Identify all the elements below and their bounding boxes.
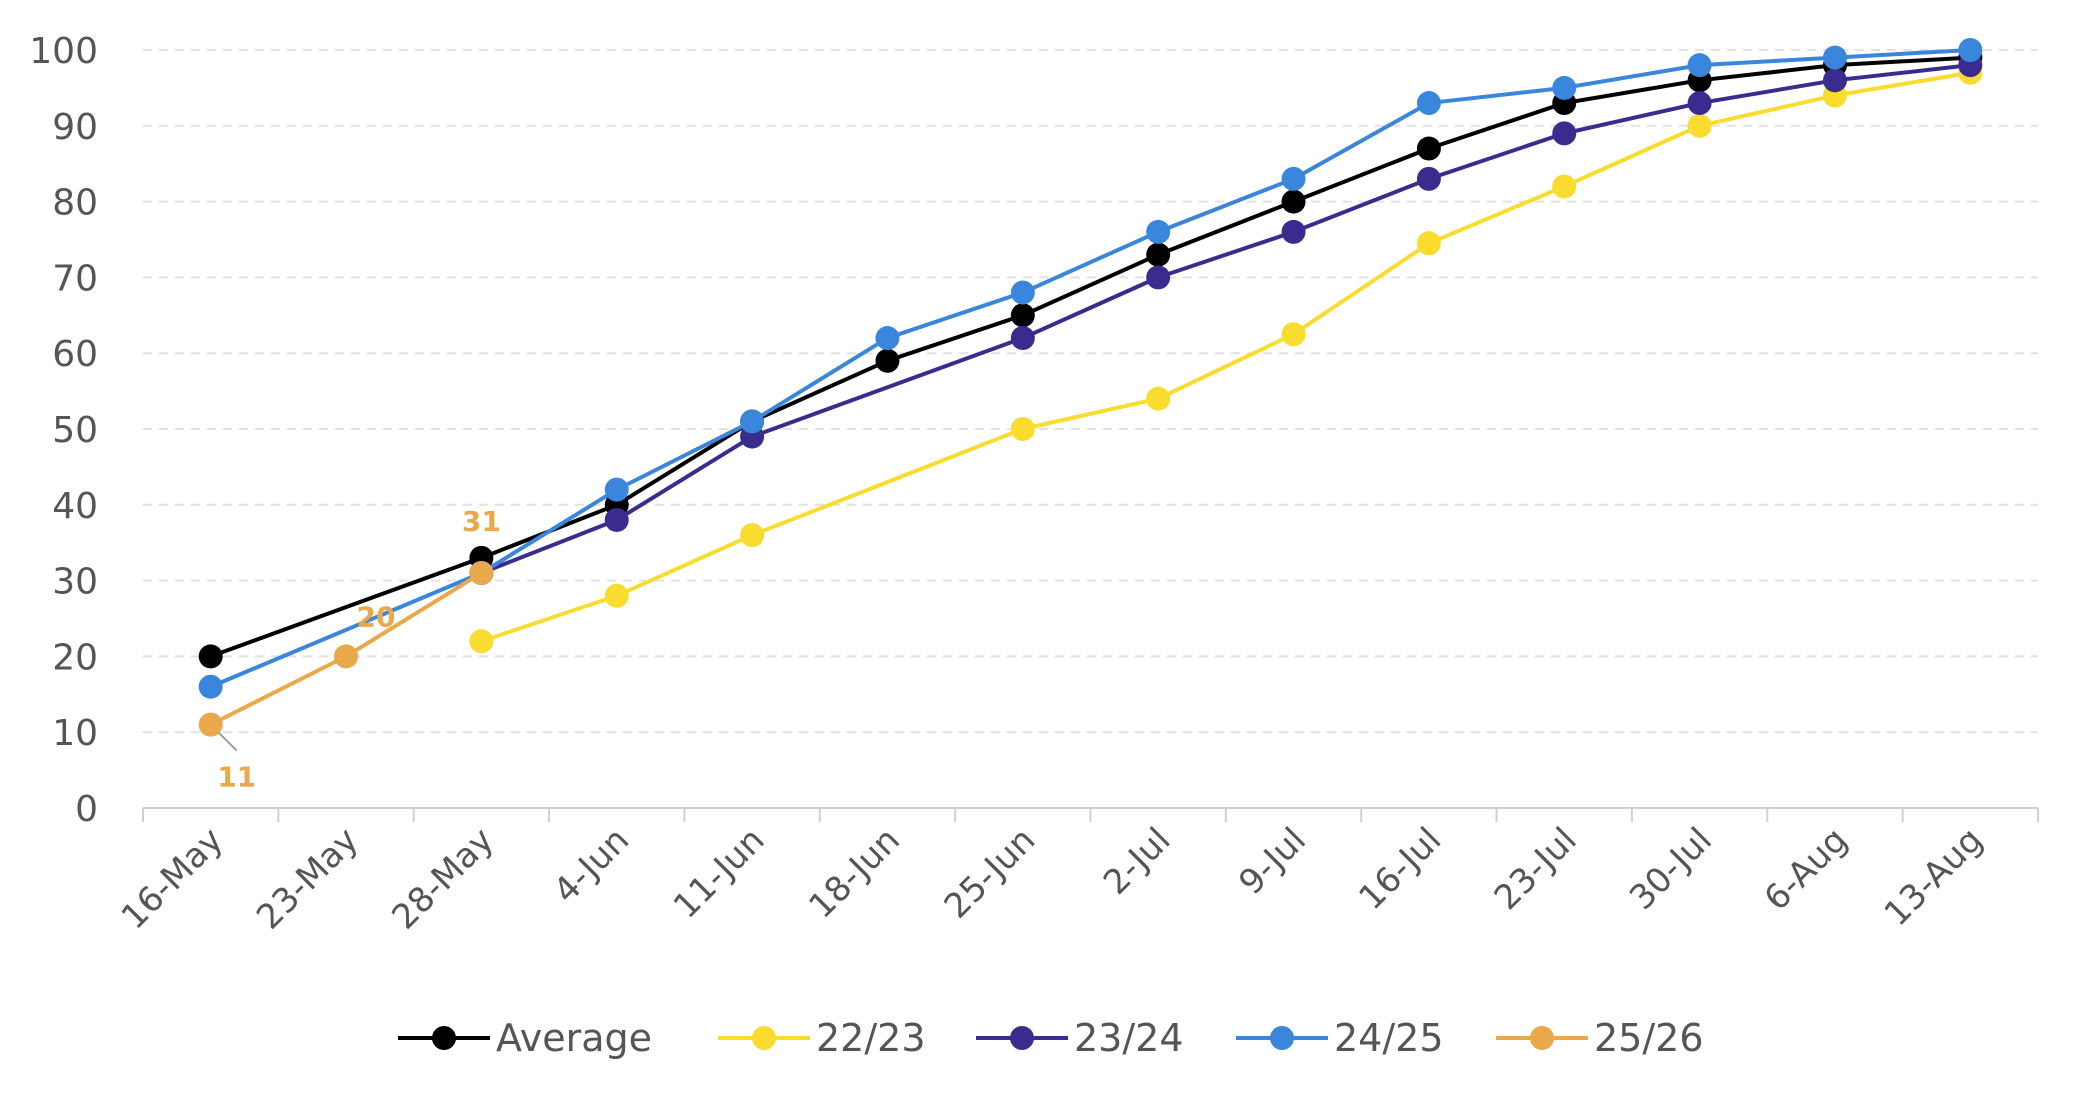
legend-swatch-marker — [1270, 1026, 1294, 1050]
x-tick-label: 16-Jul — [1351, 820, 1449, 918]
x-tick-label: 18-Jun — [801, 820, 907, 926]
data-point-23-24-16-jul — [1416, 166, 1441, 191]
data-point-average-16-may — [198, 644, 223, 669]
data-point-25-26-16-may — [198, 712, 223, 737]
legend-item-22-23: 22/23 — [718, 1016, 926, 1060]
x-tick-label: 11-Jun — [666, 820, 772, 926]
data-point-average-25-jun — [1010, 303, 1035, 328]
data-point-24-25-18-jun — [875, 326, 900, 351]
legend-label: 22/23 — [816, 1016, 926, 1060]
data-point-average-18-jun — [875, 348, 900, 373]
x-tick-label: 13-Aug — [1877, 820, 1991, 934]
data-labels: 11 20 31 — [217, 505, 501, 794]
data-point-23-24-9-jul — [1281, 219, 1306, 244]
x-tick-label: 23-Jul — [1487, 820, 1585, 918]
data-point-average-9-jul — [1281, 189, 1306, 214]
data-point-24-25-13-aug — [1958, 38, 1983, 62]
legend-item-23-24: 23/24 — [976, 1016, 1184, 1060]
data-point-23-24-23-jul — [1552, 121, 1577, 146]
x-tick-label: 16-May — [114, 820, 231, 937]
data-point-22-23-16-jul — [1416, 231, 1441, 256]
series-24-25 — [198, 38, 1983, 699]
x-tick-label: 2-Jul — [1096, 820, 1179, 903]
legend-label: Average — [496, 1016, 652, 1060]
data-point-22-23-30-jul — [1687, 113, 1712, 138]
data-point-24-25-4-jun — [604, 477, 629, 502]
data-point-23-24-25-jun — [1010, 326, 1035, 351]
data-point-22-23-25-jun — [1010, 417, 1035, 441]
data-point-25-26-23-may — [334, 644, 359, 669]
data-point-23-24-4-jun — [604, 507, 629, 532]
legend-item-average: Average — [398, 1016, 652, 1060]
legend-item-25-26: 25/26 — [1496, 1016, 1704, 1060]
data-point-22-23-4-jun — [604, 583, 629, 608]
data-point-24-25-16-jul — [1416, 91, 1441, 116]
series-line-23-24 — [480, 63, 1971, 575]
y-axis-ticks: 0 10 20 30 40 50 60 70 80 90 100 — [29, 31, 98, 830]
y-tick-label: 40 — [52, 486, 98, 527]
data-point-average-2-jul — [1146, 242, 1171, 267]
data-point-22-23-9-jul — [1281, 322, 1306, 347]
data-point-24-25-23-jul — [1552, 75, 1577, 100]
data-point-24-25-11-jun — [740, 409, 765, 434]
x-tick-label: 9-Jul — [1231, 820, 1314, 903]
data-point-22-23-23-jul — [1552, 174, 1577, 199]
data-label: 20 — [357, 600, 396, 633]
x-tick-label: 30-Jul — [1622, 820, 1720, 918]
y-tick-label: 100 — [29, 31, 98, 72]
y-tick-label: 30 — [52, 562, 98, 603]
axes — [142, 807, 2039, 822]
legend-swatch-marker — [752, 1026, 776, 1050]
y-tick-label: 50 — [52, 410, 98, 451]
x-tick-label: 23-May — [249, 820, 366, 937]
series-line-22-23 — [480, 70, 1971, 644]
data-label: 31 — [462, 505, 501, 538]
series-25-26 — [198, 561, 494, 737]
legend-label: 23/24 — [1074, 1016, 1184, 1060]
data-label: 11 — [217, 761, 256, 794]
y-tick-label: 90 — [52, 107, 98, 148]
legend-swatch-marker — [432, 1026, 456, 1050]
y-tick-label: 0 — [75, 789, 98, 830]
x-tick-label: 28-May — [384, 820, 501, 937]
y-tick-label: 20 — [52, 637, 98, 678]
data-point-24-25-16-may — [198, 674, 223, 699]
data-point-24-25-25-jun — [1010, 280, 1035, 305]
gridlines — [143, 49, 2038, 734]
data-point-23-24-2-jul — [1146, 265, 1171, 290]
x-tick-label: 4-Jun — [546, 820, 637, 911]
series-line-24-25 — [209, 48, 1971, 689]
data-point-24-25-30-jul — [1687, 53, 1712, 78]
data-point-average-16-jul — [1416, 136, 1441, 161]
legend-label: 24/25 — [1334, 1016, 1444, 1060]
data-point-24-25-2-jul — [1146, 219, 1171, 244]
x-tick-label: 25-Jun — [937, 820, 1043, 926]
data-point-22-23-11-jun — [740, 523, 765, 548]
legend-item-24-25: 24/25 — [1236, 1016, 1444, 1060]
x-axis-ticks: 16-May 23-May 28-May 4-Jun 11-Jun 18-Jun 25-Ju… — [114, 820, 1991, 937]
y-tick-label: 70 — [52, 258, 98, 299]
data-point-24-25-9-jul — [1281, 166, 1306, 191]
y-tick-label: 80 — [52, 183, 98, 224]
data-point-25-26-28-may — [469, 561, 494, 586]
legend-swatch-marker — [1530, 1026, 1554, 1050]
series-23-24 — [469, 53, 1983, 586]
legend-swatch-marker — [1010, 1026, 1034, 1050]
legend-label: 25/26 — [1594, 1016, 1704, 1060]
data-point-23-24-30-jul — [1687, 91, 1712, 116]
data-point-24-25-6-aug — [1822, 45, 1847, 70]
data-point-22-23-28-may — [469, 629, 494, 654]
data-label-leader — [217, 731, 238, 752]
series-average — [198, 45, 1983, 669]
y-tick-label: 60 — [52, 334, 98, 375]
y-tick-label: 10 — [52, 713, 98, 754]
x-tick-label: 6-Aug — [1757, 820, 1856, 919]
series-lines — [198, 38, 1983, 737]
legend: Average 22/23 23/24 24/25 25/26 — [398, 1016, 1704, 1060]
data-point-22-23-2-jul — [1146, 386, 1171, 411]
data-point-23-24-6-aug — [1822, 68, 1847, 93]
series-22-23 — [469, 60, 1983, 654]
